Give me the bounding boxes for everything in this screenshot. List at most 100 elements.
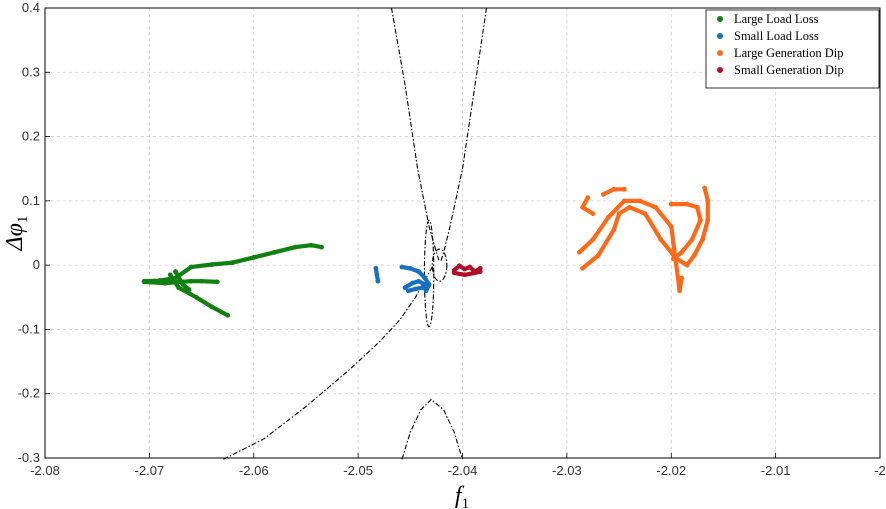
data-point: [214, 279, 220, 285]
data-point: [251, 255, 257, 260]
data-point: [209, 262, 215, 267]
series-3: [451, 263, 483, 278]
y-tick-label: 0.1: [22, 193, 40, 208]
data-point: [668, 201, 674, 207]
data-point: [684, 201, 690, 207]
data-point: [451, 270, 457, 276]
data-series: [141, 185, 711, 318]
data-point: [407, 265, 413, 271]
data-point: [472, 270, 478, 276]
x-tick-label: -2.05: [343, 463, 373, 478]
data-point: [653, 204, 658, 210]
x-tick-label: -2.07: [135, 463, 165, 478]
y-tick-label: -0.2: [18, 386, 40, 401]
data-point: [399, 264, 405, 270]
legend-marker: [717, 33, 723, 39]
data-point: [595, 253, 601, 258]
data-point: [606, 214, 612, 220]
data-point: [590, 237, 596, 242]
data-point: [705, 198, 711, 204]
x-tick-label: -2.02: [656, 463, 686, 478]
series-2: [577, 185, 711, 294]
x-tick-label: -2.01: [761, 463, 791, 478]
data-point: [700, 237, 705, 242]
legend-entry: Small Generation Dip: [734, 63, 844, 77]
data-point: [691, 253, 697, 258]
boundary-loop: [431, 248, 448, 282]
data-point: [308, 242, 314, 248]
series-trace: [406, 284, 431, 293]
y-tick-label: -0.1: [18, 321, 40, 336]
data-point: [611, 227, 617, 233]
data-point: [611, 186, 617, 192]
series-trace: [142, 279, 220, 286]
boundary-curve: [440, 7, 488, 263]
data-point: [193, 294, 199, 300]
x-tick-label: -2.08: [30, 463, 60, 478]
data-point: [416, 278, 422, 284]
data-point: [694, 204, 700, 210]
data-point: [374, 272, 380, 278]
data-point: [477, 269, 483, 274]
x-tick-label: -2.06: [239, 463, 269, 478]
y-axis-label: Δφ1: [2, 216, 31, 252]
legend-entry: Large Load Loss: [734, 12, 819, 26]
data-point: [422, 275, 428, 281]
series-trace: [403, 279, 427, 290]
data-point: [180, 282, 186, 287]
legend-marker: [717, 16, 723, 22]
data-point: [420, 285, 426, 291]
y-tick-label: -0.3: [18, 450, 40, 465]
data-point: [637, 198, 643, 204]
legend-entry: Small Load Loss: [734, 29, 819, 43]
data-point: [467, 264, 473, 270]
boundary-curve: [401, 398, 464, 460]
data-point: [590, 211, 596, 217]
data-point: [319, 244, 324, 250]
data-point: [684, 262, 690, 268]
data-point: [456, 263, 462, 269]
data-point: [410, 280, 415, 286]
boundary-curves: [223, 7, 488, 460]
data-point: [580, 204, 585, 210]
data-point: [689, 237, 695, 242]
data-point: [705, 217, 711, 223]
data-point: [627, 204, 632, 210]
data-point: [413, 286, 418, 292]
data-point: [462, 272, 467, 278]
data-point: [585, 195, 591, 201]
y-tick-label: 0: [33, 257, 40, 272]
data-point: [616, 211, 622, 217]
legend: Large Load Loss Small Load Loss Large Gene…: [705, 9, 880, 89]
data-point: [141, 279, 147, 285]
data-point: [209, 304, 215, 310]
data-point: [167, 272, 173, 278]
x-tick-label: -2: [874, 463, 886, 478]
data-point: [670, 256, 676, 262]
x-tick-label: -2.03: [552, 463, 582, 478]
data-point: [188, 264, 194, 270]
y-tick-label: 0.2: [22, 129, 40, 144]
data-point: [162, 280, 168, 286]
data-point: [668, 224, 674, 229]
y-tick-label: 0.3: [22, 64, 40, 79]
data-point: [173, 269, 178, 274]
legend-entry: Large Generation Dip: [734, 46, 843, 60]
data-point: [199, 278, 204, 284]
data-point: [601, 192, 606, 197]
data-point: [580, 265, 585, 271]
data-point: [702, 185, 708, 191]
series-1: [373, 264, 432, 294]
data-point: [416, 269, 422, 274]
data-point: [423, 288, 429, 294]
data-point: [176, 285, 182, 291]
data-point: [658, 237, 664, 242]
data-point: [621, 186, 627, 192]
data-point: [272, 249, 278, 255]
data-point: [425, 283, 431, 289]
data-point: [462, 266, 467, 272]
data-point: [225, 312, 231, 318]
legend-marker: [717, 67, 723, 73]
series-trace: [452, 269, 483, 277]
